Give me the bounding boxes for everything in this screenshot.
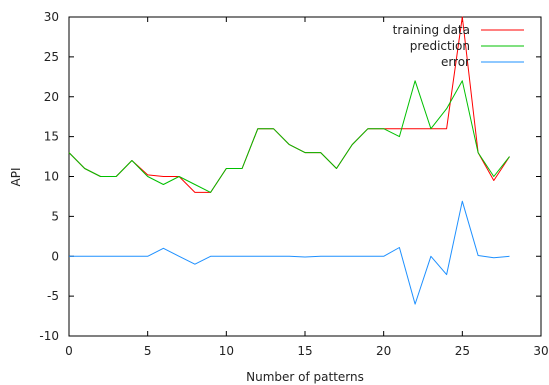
y-tick-label: -5 xyxy=(47,289,59,303)
legend: training data prediction error xyxy=(393,23,524,69)
legend-label-training-data: training data xyxy=(393,23,470,37)
x-tick-label: 25 xyxy=(455,344,470,358)
x-tick-label: 15 xyxy=(297,344,312,358)
x-axis-title: Number of patterns xyxy=(246,370,364,384)
legend-label-error: error xyxy=(441,55,470,69)
y-tick-label: 15 xyxy=(44,130,59,144)
series-lines xyxy=(68,16,510,305)
series-line-prediction xyxy=(68,80,510,193)
x-tick-label: 30 xyxy=(533,344,548,358)
y-tick-label: 10 xyxy=(44,170,59,184)
series-line-error xyxy=(69,200,510,305)
tick-labels: 0 5 10 15 20 25 30 -10 -5 0 5 10 15 20 25 30 xyxy=(39,10,548,358)
plot-frame xyxy=(68,16,542,337)
x-tick-label: 10 xyxy=(219,344,234,358)
axis-ticks xyxy=(68,16,542,337)
y-tick-label: 20 xyxy=(44,90,59,104)
x-tick-label: 0 xyxy=(65,344,73,358)
x-tick-label: 5 xyxy=(144,344,152,358)
y-tick-label: 30 xyxy=(44,10,59,24)
y-tick-label: 5 xyxy=(51,209,59,223)
x-tick-label: 20 xyxy=(376,344,391,358)
y-tick-label: -10 xyxy=(39,329,59,343)
y-axis-title: API xyxy=(9,168,23,187)
y-tick-label: 25 xyxy=(44,50,59,64)
legend-label-prediction: prediction xyxy=(410,39,470,53)
y-tick-label: 0 xyxy=(51,249,59,263)
